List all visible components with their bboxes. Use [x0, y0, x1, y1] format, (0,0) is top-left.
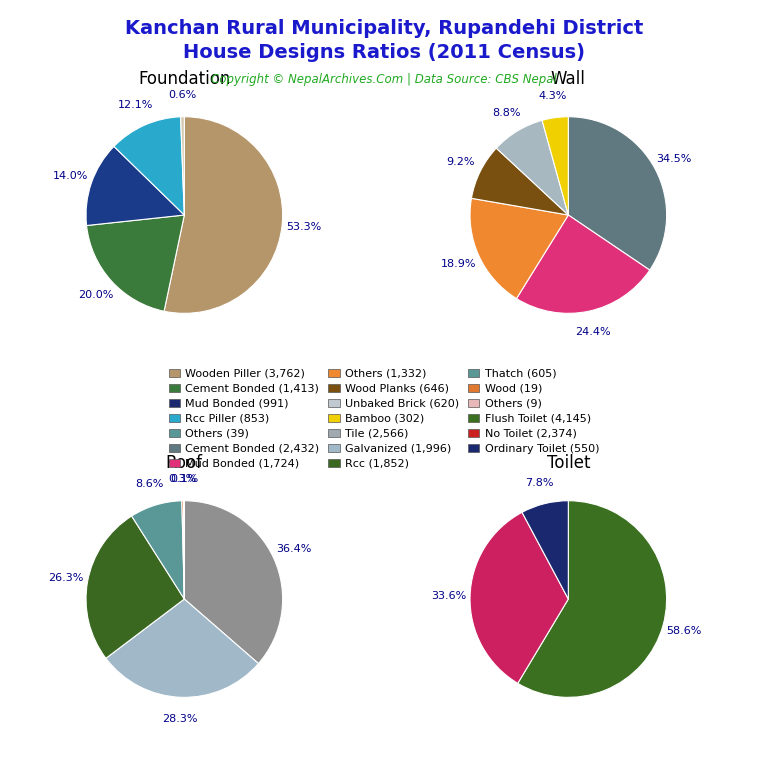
Text: Copyright © NepalArchives.Com | Data Source: CBS Nepal: Copyright © NepalArchives.Com | Data Sou…: [211, 73, 557, 86]
Legend: Wooden Piller (3,762), Cement Bonded (1,413), Mud Bonded (991), Rcc Piller (853): Wooden Piller (3,762), Cement Bonded (1,…: [169, 369, 599, 468]
Text: 34.5%: 34.5%: [657, 154, 692, 164]
Text: 33.6%: 33.6%: [431, 591, 466, 601]
Wedge shape: [106, 599, 259, 697]
Text: 12.1%: 12.1%: [118, 101, 154, 111]
Wedge shape: [518, 501, 667, 697]
Text: Kanchan Rural Municipality, Rupandehi District
House Designs Ratios (2011 Census: Kanchan Rural Municipality, Rupandehi Di…: [125, 19, 643, 61]
Text: 4.3%: 4.3%: [538, 91, 566, 101]
Wedge shape: [114, 117, 184, 215]
Wedge shape: [568, 117, 667, 270]
Wedge shape: [522, 501, 568, 599]
Text: 8.6%: 8.6%: [135, 479, 164, 489]
Wedge shape: [182, 501, 184, 599]
Title: Wall: Wall: [551, 70, 586, 88]
Text: 20.0%: 20.0%: [78, 290, 113, 300]
Text: 0.3%: 0.3%: [168, 474, 197, 484]
Title: Toilet: Toilet: [547, 454, 590, 472]
Wedge shape: [87, 215, 184, 311]
Wedge shape: [86, 147, 184, 226]
Wedge shape: [164, 117, 283, 313]
Text: 7.8%: 7.8%: [525, 478, 554, 488]
Wedge shape: [542, 117, 568, 215]
Text: 36.4%: 36.4%: [276, 545, 311, 554]
Wedge shape: [496, 121, 568, 215]
Text: 53.3%: 53.3%: [286, 223, 321, 233]
Text: 0.1%: 0.1%: [170, 474, 198, 484]
Wedge shape: [86, 516, 184, 658]
Text: 0.6%: 0.6%: [168, 90, 196, 100]
Text: 58.6%: 58.6%: [666, 626, 702, 636]
Title: Foundation: Foundation: [138, 70, 230, 88]
Text: 14.0%: 14.0%: [53, 170, 88, 180]
Text: 9.2%: 9.2%: [447, 157, 475, 167]
Text: 24.4%: 24.4%: [575, 327, 611, 337]
Text: 8.8%: 8.8%: [492, 108, 520, 118]
Wedge shape: [184, 501, 283, 664]
Wedge shape: [472, 148, 568, 215]
Text: 18.9%: 18.9%: [441, 259, 477, 269]
Wedge shape: [131, 501, 184, 599]
Text: 28.3%: 28.3%: [162, 714, 198, 724]
Wedge shape: [180, 117, 184, 215]
Title: Roof: Roof: [166, 454, 203, 472]
Text: 26.3%: 26.3%: [48, 573, 84, 583]
Wedge shape: [470, 512, 568, 684]
Wedge shape: [516, 215, 650, 313]
Wedge shape: [470, 198, 568, 299]
